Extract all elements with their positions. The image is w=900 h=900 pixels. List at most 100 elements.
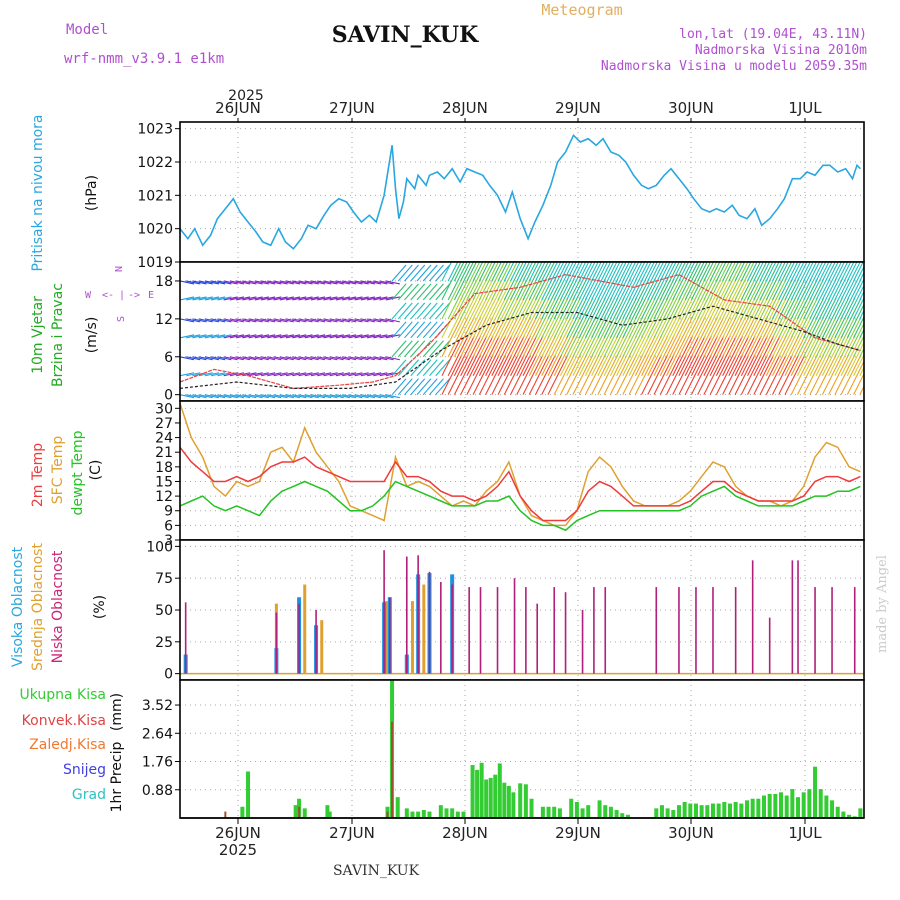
wind-line-gust [179,305,861,389]
wind-barb [236,334,251,339]
precip-bar-total [569,798,574,818]
wind-barb [734,297,756,339]
y-tick-label: 3 [164,533,173,549]
wind-barb [404,283,419,301]
wind-barb [441,316,463,358]
wind-barb [772,297,794,339]
wind-barb [236,318,251,323]
wind-barb [453,262,474,301]
wind-barb [310,318,326,323]
precip-bar-total [682,801,687,818]
wind-barb [796,262,808,282]
wind-barb [834,262,845,282]
wind-barb [622,335,644,376]
wind-barb [584,262,596,282]
wind-barb [653,297,675,339]
wind-barb [535,278,557,320]
wind-barb [672,262,693,301]
wind-barb [485,316,507,358]
wind-barb [759,278,781,320]
wind-barb [541,297,563,339]
wind-barb [510,335,532,376]
wind-barb [466,278,488,320]
wind-barb [559,354,581,395]
wind-barb [715,297,737,339]
wind-barb [223,334,238,339]
wind-barb [329,280,344,285]
wind-barb [784,262,805,301]
wind-barb [859,290,864,301]
bottom-day-label: 27JUN [329,824,375,842]
precip-bar-total [727,803,732,818]
wind-barb [772,262,793,301]
wind-barb [429,359,444,377]
wind-barb [497,354,519,395]
wind-barb [591,278,613,320]
precip-unit: (mm) [109,693,125,731]
temp-ylabel-2m: 2m Temp [30,443,46,507]
wind-barb [503,316,525,358]
wind-barb [267,280,282,285]
wind-barb [834,262,855,301]
wind-barb [641,354,663,395]
wind-barb [815,297,837,339]
wind-barb [628,354,650,395]
cloud-bar-mid [422,584,426,674]
wind-barb [285,394,301,399]
wind-barb [335,280,351,285]
wind-barb [535,354,557,395]
wind-barb [310,372,326,377]
wind-barb [410,264,426,282]
wind-barb [609,335,631,376]
wind-barb [503,354,525,395]
precip-bar-total [852,816,857,818]
wind-barb [329,356,344,361]
wind-barb [535,335,557,376]
wind-barb [690,297,712,339]
wind-barb [186,296,201,301]
wind-barb [559,278,581,320]
wind-barb [753,278,775,320]
wind-barb [285,280,301,285]
wind-barb [678,278,700,320]
y-tick-label: 50 [155,603,173,619]
precip-bar-total [750,798,755,818]
wind-barb [329,296,344,301]
wind-barb [335,394,351,399]
wind-barb [728,335,750,376]
wind-barb [441,297,463,339]
wind-barb [397,283,413,301]
compass-s: S [116,316,127,322]
wind-barb [697,262,718,301]
wind-barb [267,356,282,361]
wind-barb [242,280,257,285]
panel-bg [180,401,864,540]
wind-barb [453,335,475,376]
wind-barb [715,335,737,376]
wind-barb [279,394,294,399]
wind-barb [834,297,856,339]
precip-bar-total [625,814,630,818]
legend-total: Ukupna Kisa [19,687,106,703]
wind-barb [298,296,313,301]
wind-barb [304,372,319,377]
wind-barb [254,318,269,323]
wind-barb [778,354,800,395]
wind-barb [597,335,619,376]
y-tick-label: 0 [164,667,173,683]
compass-legend: W <- | -> E N S [85,266,154,322]
wind-barb [335,296,351,301]
wind-barb [547,262,568,301]
wind-barb [821,278,843,320]
y-tick-label: 1019 [137,255,173,271]
wind-barb [254,372,269,377]
wind-barb [647,297,669,339]
wind-barb [466,262,487,301]
wind-barb [292,394,307,399]
wind-barb [553,262,574,301]
precip-bar-total [824,795,829,818]
precip-bar-total [654,808,659,818]
cloud-bar-low [791,560,794,674]
cloud-bar-low [383,550,385,674]
precip-bar-total [574,801,579,818]
